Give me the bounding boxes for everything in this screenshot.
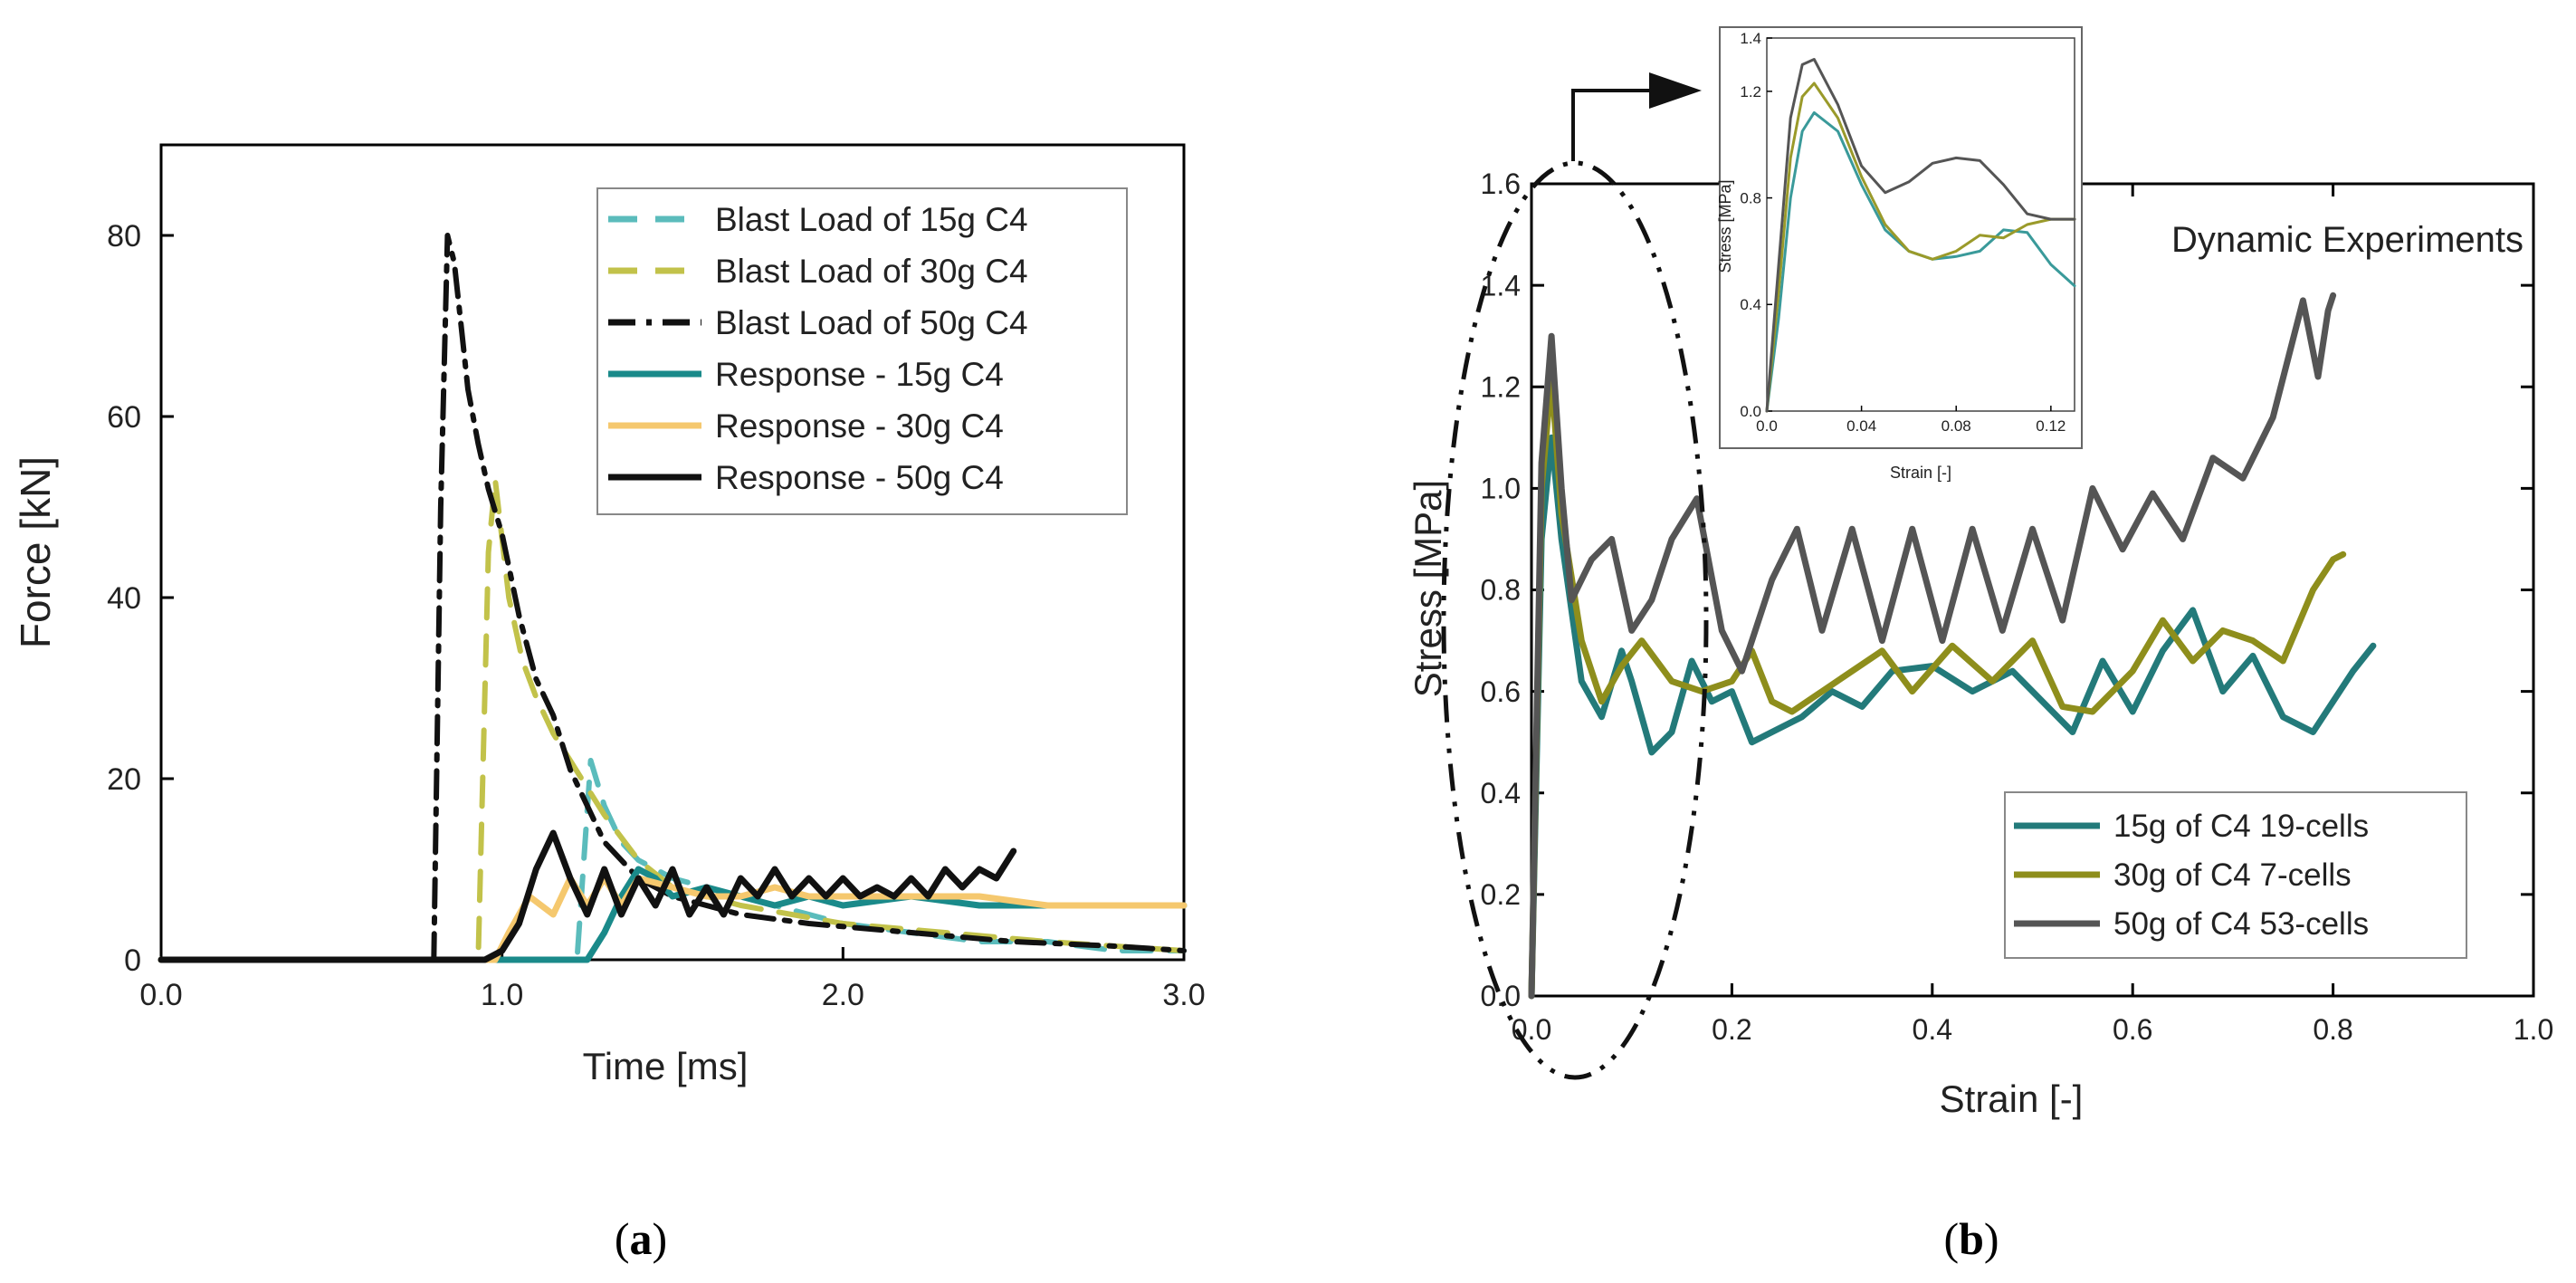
x-tick-label: 0.0 — [1756, 417, 1778, 435]
y-tick-label: 0.6 — [1481, 675, 1521, 708]
inset-chart: 0.0 0.04 0.08 0.12 0.0 0.4 0.8 1.2 1.4 Strain [… — [1716, 26, 2083, 482]
legend-label: Blast Load of 15g C4 — [715, 201, 1028, 238]
y-tick-label: 80 — [107, 219, 141, 254]
series-b — [1528, 292, 2377, 1000]
y-tick-label: 0.2 — [1481, 878, 1521, 911]
legend-label: Response - 15g C4 — [715, 356, 1004, 393]
y-axis-label-b: Stress [MPa] — [1407, 480, 1449, 697]
x-tick-label: 0.0 — [139, 978, 182, 1012]
legend-label: Blast Load of 30g C4 — [715, 253, 1028, 290]
inset-y-label: Stress [MPa] — [1716, 179, 1734, 273]
y-tick-label: 1.4 — [1740, 30, 1761, 47]
inset-series — [1765, 58, 2076, 413]
legend-box-a — [596, 187, 1128, 515]
series-a — [157, 233, 1188, 963]
inset-frame — [1766, 37, 2075, 412]
series-line-blast-load-of-30g-c4 — [158, 477, 1187, 962]
series-line-50g-of-c4-53-cells — [1528, 292, 2337, 1000]
inset-background — [1719, 26, 2083, 449]
series-line-response-30g-c4 — [157, 875, 1188, 963]
y-tick-label: 1.4 — [1481, 269, 1521, 302]
x-tick-label: 0.6 — [2113, 1013, 2152, 1046]
inset-x-label: Strain [-] — [1890, 464, 1951, 482]
y-tick-label: 0.8 — [1481, 574, 1521, 607]
legend-label: 50g of C4 53-cells — [2113, 906, 2369, 942]
x-axis-label-a: Time [ms] — [583, 1045, 749, 1087]
inset-y-ticks: 0.0 0.4 0.8 1.2 1.4 — [1740, 30, 1772, 420]
series-line-blast-load-of-50g-c4 — [158, 233, 1187, 962]
x-tick-label: 1.0 — [481, 978, 523, 1012]
legend-b: 15g of C4 19-cells 30g of C4 7-cells 50g o… — [2004, 791, 2467, 959]
y-tick-label: 0.0 — [1740, 403, 1761, 420]
y-tick-label: 0.8 — [1740, 190, 1761, 207]
y-tick-label: 20 — [107, 762, 141, 797]
x-tick-label: 2.0 — [822, 978, 864, 1012]
series-line-response-15g-c4 — [157, 866, 1188, 963]
y-ticks-a: 0 20 40 60 80 — [107, 219, 174, 978]
legend-label: Response - 50g C4 — [715, 459, 1004, 496]
y-tick-label: 60 — [107, 400, 141, 435]
panel-a: 0.0 1.0 2.0 3.0 0 20 40 60 80 Time [ms] Force [… — [12, 143, 1206, 1264]
y-tick-label: 0.0 — [1481, 980, 1521, 1012]
y-ticks-b: 0.0 0.2 0.4 0.6 0.8 1.0 1.2 1.4 1.6 — [1481, 168, 2533, 1012]
x-tick-label: 0.12 — [2036, 417, 2066, 435]
caption-a: (a) — [615, 1213, 667, 1264]
x-tick-label: 0.8 — [2313, 1013, 2352, 1046]
legend-label: Response - 30g C4 — [715, 407, 1004, 445]
legend-label: 30g of C4 7-cells — [2113, 857, 2352, 893]
series-line-30g-of-c4-7-cells — [1528, 373, 2347, 1000]
series-line-30g-of-c4-7-cells — [1765, 81, 2076, 413]
y-axis-label-a: Force [kN] — [12, 456, 59, 648]
zoom-arrow-head — [1649, 72, 1702, 109]
y-tick-label: 1.2 — [1740, 83, 1761, 101]
zoom-region-ellipse — [1441, 160, 1709, 1080]
x-tick-label: 0.2 — [1712, 1013, 1751, 1046]
legend-label: 15g of C4 19-cells — [2113, 809, 2369, 844]
legend-label: Blast Load of 50g C4 — [715, 304, 1028, 341]
series-line-response-50g-c4 — [157, 829, 1017, 963]
y-tick-label: 0 — [124, 943, 141, 978]
chart-title-b: Dynamic Experiments — [2171, 220, 2524, 260]
zoom-arrow-line — [1571, 89, 1649, 161]
caption-b: (b) — [1943, 1213, 1999, 1264]
panel-b: 0.0 0.2 0.4 0.6 0.8 1.0 0.0 0.2 0.4 0.6 0.8 1.0 1.2… — [1407, 26, 2553, 1264]
y-tick-label: 0.4 — [1481, 777, 1521, 809]
x-axis-label-b: Strain [-] — [1940, 1077, 2084, 1120]
x-tick-label: 0.04 — [1846, 417, 1876, 435]
x-tick-label: 0.4 — [1913, 1013, 1952, 1046]
series-line-blast-load-of-15g-c4 — [158, 758, 1187, 962]
legend-a: Blast Load of 15g C4 Blast Load of 30g C4… — [596, 187, 1128, 515]
series-line-50g-of-c4-53-cells — [1765, 58, 2076, 413]
y-tick-label: 1.2 — [1481, 370, 1521, 403]
x-tick-label: 0.08 — [1942, 417, 1971, 435]
y-tick-label: 40 — [107, 581, 141, 616]
x-tick-label: 1.0 — [2514, 1013, 2553, 1046]
y-tick-label: 1.6 — [1481, 168, 1521, 200]
x-tick-label: 3.0 — [1162, 978, 1205, 1012]
plot-frame-a — [159, 143, 1186, 962]
inset-x-ticks: 0.0 0.04 0.08 0.12 — [1756, 406, 2066, 435]
y-tick-label: 1.0 — [1481, 473, 1521, 505]
y-tick-label: 0.4 — [1740, 296, 1761, 313]
